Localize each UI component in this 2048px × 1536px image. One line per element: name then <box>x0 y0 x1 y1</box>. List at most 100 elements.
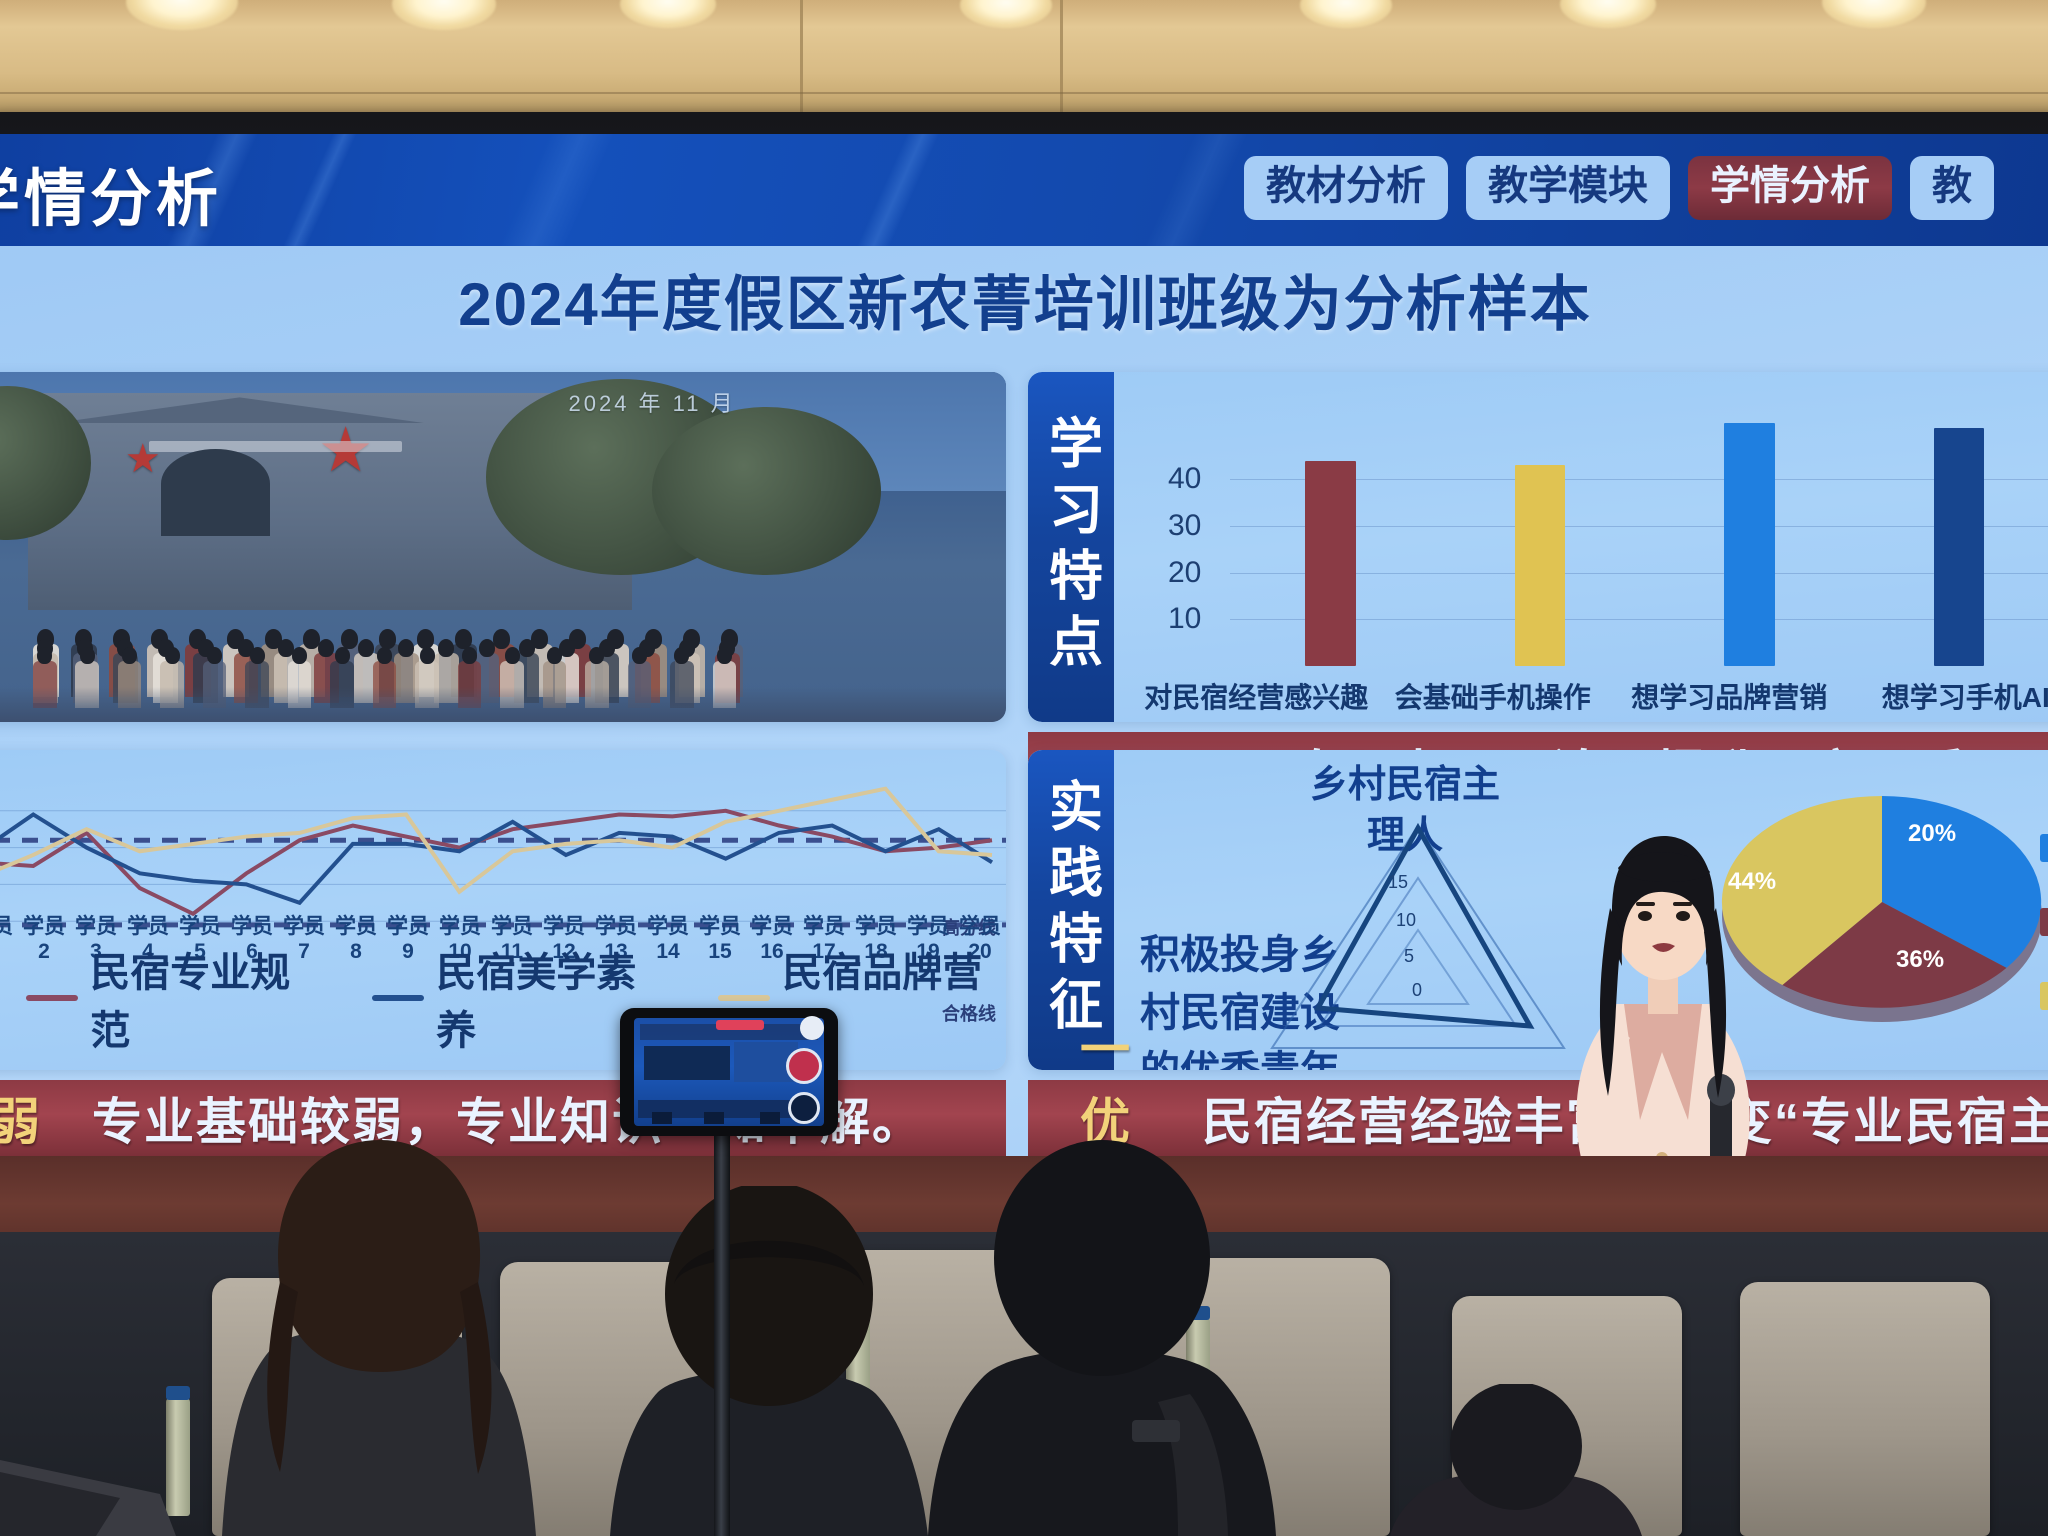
pie-chart-legend <box>2040 834 2048 1010</box>
slide-header-title: 学情分析 <box>0 165 223 234</box>
pie-label-20: 20% <box>1908 820 1957 847</box>
pie-chart <box>1721 796 2042 1022</box>
sidetab-practice-label: 实践特征 <box>1040 778 1101 1042</box>
tab-jiaocai-fenxi[interactable]: 教材分析 <box>1244 156 1448 220</box>
line-chart-x-labels: 学员1学员2学员3学员4学员5学员6学员7学员8学员9学员10学员11学员12学… <box>0 910 1006 964</box>
bar-chart-ytick: 20 <box>1168 555 1202 589</box>
tab-xueqing-fenxi[interactable]: 学情分析 <box>1688 156 1892 220</box>
legend-swatch <box>718 995 771 1001</box>
panel-learning-features: 学习特点 40 30 20 10 对民宿经营感兴趣 会基础手机操作 想学习品牌营销 想学习手… <box>1028 372 2048 722</box>
line-chart-xlabel: 学员8 <box>335 915 377 963</box>
refline-label-pass: 合格线 <box>942 1004 996 1024</box>
photo-person-head <box>318 638 335 657</box>
led-screen-slide: 学情分析 教材分析 教学模块 学情分析 教 2024年度假区新农菁培训班级为分析… <box>0 134 2048 1160</box>
bar-chart-bar <box>1724 423 1775 666</box>
front-camera-icon <box>800 1016 824 1040</box>
tab-jiaoxue-mokuai[interactable]: 教学模块 <box>1466 156 1670 220</box>
pie-legend-swatch <box>2040 908 2048 936</box>
photo-person-head <box>417 629 435 649</box>
ceiling-light <box>1822 0 1926 28</box>
photo-person-head <box>37 647 53 665</box>
photo-person-head <box>419 647 435 665</box>
radar-tick-10: 10 <box>1396 910 1417 930</box>
line-chart-xlabel: 学员13 <box>595 915 637 963</box>
bar-chart: 40 30 20 10 <box>1138 386 2048 666</box>
photo-person-head <box>379 629 397 649</box>
photo-datestamp: 2024 年 11 月 <box>568 391 736 416</box>
line-chart-xlabel: 学员20 <box>959 915 1001 963</box>
radar-title-line1: 乡村民宿主 <box>1309 764 1500 806</box>
bar-chart-bar <box>1305 460 1356 666</box>
audience-member <box>922 1140 1282 1536</box>
photo-person-head <box>79 647 95 665</box>
line-chart-series <box>0 786 993 895</box>
panel-group-photo: ★ ★ ★ 2024 年 11 月 <box>0 372 1006 722</box>
photo-person-head <box>334 647 350 665</box>
legend-label: 民宿美学素养 <box>436 951 637 1053</box>
bar-chart-xlabel: 对民宿经营感兴趣 <box>1144 682 1369 713</box>
chair <box>1740 1282 1990 1536</box>
radar-tick-0: 0 <box>1412 980 1423 1000</box>
slide-header: 学情分析 教材分析 教学模块 学情分析 教 <box>0 134 2048 246</box>
photo-person-head <box>455 629 473 649</box>
slide-tab-bar[interactable]: 教材分析 教学模块 学情分析 教 <box>1244 156 1994 220</box>
line-chart-legend-item: 民宿美学素养 <box>372 940 660 1056</box>
panel-practice-features: 实践特征 乡村民宿主 理人 积极投身乡 村民宿建设 的优秀青年 15 10 5 … <box>1028 750 2048 1070</box>
legend-label: 民宿专业规范 <box>90 951 291 1053</box>
pie-label-44: 44% <box>1728 868 1777 895</box>
photo-person-head <box>341 629 359 649</box>
pie-legend-swatch <box>2040 834 2048 862</box>
bar-chart-ytick: 10 <box>1168 602 1202 636</box>
photo-person-head <box>398 638 415 657</box>
photo-person-head <box>249 647 265 665</box>
bar-chart-gridline <box>1230 619 2048 621</box>
photo-person-head <box>122 647 138 665</box>
ceiling-light <box>1300 0 1392 28</box>
line-chart-xlabel: 学员14 <box>647 915 689 963</box>
line-chart-svg <box>0 786 1006 928</box>
refline-label-high: 高分线 <box>942 918 996 938</box>
line-chart-xlabel: 学员4 <box>127 915 169 963</box>
audience-member <box>1386 1382 1646 1536</box>
mode-switch-icon[interactable] <box>788 1092 820 1124</box>
radar-tick-5: 5 <box>1404 946 1415 966</box>
line-chart <box>0 750 1006 1070</box>
photo-person-head <box>478 638 495 657</box>
line-chart-xlabel: 学员15 <box>699 915 741 963</box>
ceiling-light <box>392 0 496 30</box>
bar-chart-bar <box>1933 428 1985 666</box>
bar-chart-gridline <box>1230 526 2048 527</box>
bar-chart-gridline <box>1230 479 2048 481</box>
legend-swatch <box>26 995 79 1001</box>
photo-person-head <box>358 638 375 657</box>
line-chart-xlabel: 学员17 <box>803 915 845 963</box>
practice-text-line3: 的优秀青年 <box>1140 1042 1340 1070</box>
practice-text-line1: 积极投身乡 <box>1140 933 1340 977</box>
ceiling-light <box>1560 0 1656 28</box>
line-chart-xlabel: 学员19 <box>907 915 949 963</box>
line-chart-xlabel: 学员16 <box>751 915 793 963</box>
shutter-button-icon[interactable] <box>786 1048 822 1084</box>
line-chart-xlabel: 学员5 <box>179 915 221 963</box>
ceiling-light <box>960 0 1052 28</box>
photo-person-head <box>716 647 732 665</box>
photo-person-head <box>546 647 562 665</box>
legend-swatch <box>372 995 425 1001</box>
line-chart-xlabel: 学员1 <box>0 915 13 938</box>
line-chart-xlabel: 学员12 <box>543 915 585 963</box>
banner-key-one-advantage: 一优势 <box>1080 1022 1132 1150</box>
bar-chart-bar <box>1514 465 1566 666</box>
smartphone[interactable] <box>620 1008 838 1136</box>
water-bottle <box>166 1398 190 1516</box>
pie-legend-swatch <box>2040 982 2048 1010</box>
bar-chart-xlabel: 会基础手机操作 <box>1394 682 1591 713</box>
bar-chart-x-labels: 对民宿经营感兴趣 会基础手机操作 想学习品牌营销 想学习手机AI <box>1138 676 2048 716</box>
line-chart-xlabel: 学员9 <box>387 915 429 963</box>
radar-chart <box>1270 822 1566 1049</box>
photo-person-head <box>438 638 455 657</box>
sidetab-practice-features: 实践特征 <box>1028 750 1114 1070</box>
line-chart-xlabel: 学员18 <box>855 915 897 963</box>
tab-partial-right[interactable]: 教 <box>1910 156 1994 220</box>
photo-person-head <box>674 647 690 665</box>
bar-chart-xlabel: 想学习手机AI <box>1881 682 2048 713</box>
